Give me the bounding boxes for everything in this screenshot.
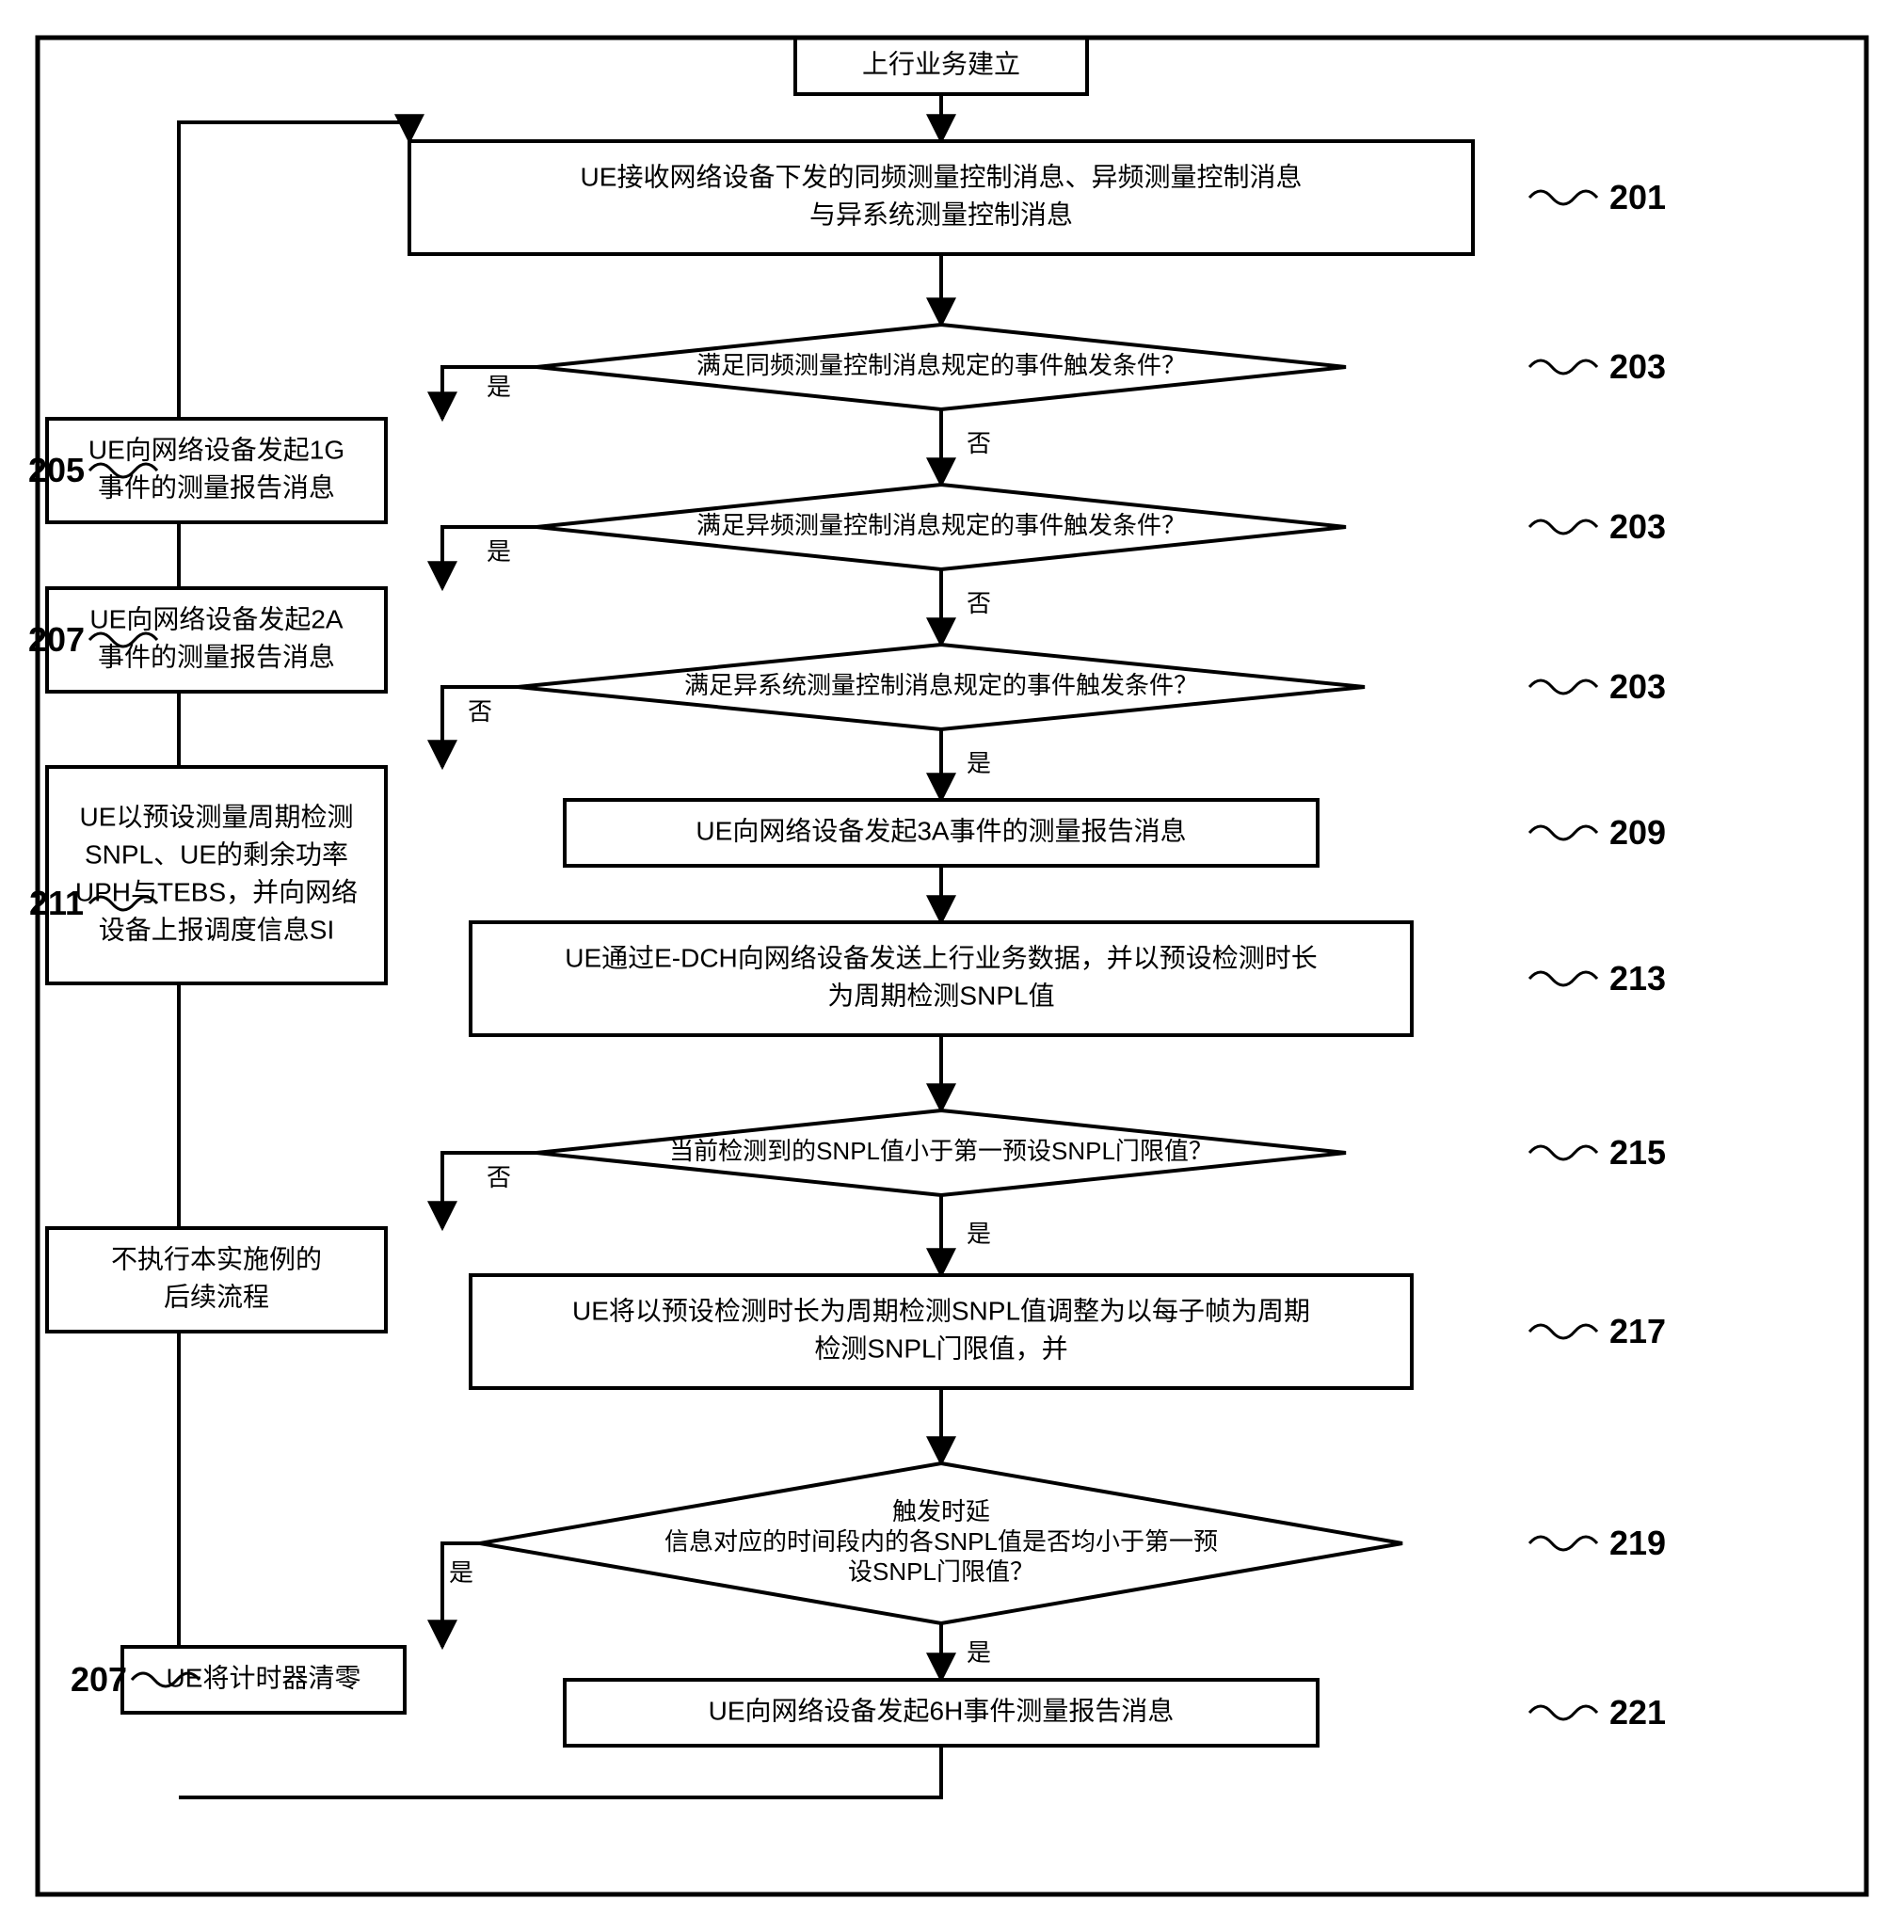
node-text: 与异系统测量控制消息 bbox=[809, 200, 1073, 229]
node-text: 触发时延 bbox=[892, 1497, 990, 1525]
ref-219: 219 bbox=[1529, 1524, 1666, 1562]
svg-text:213: 213 bbox=[1609, 959, 1666, 998]
node-start: 上行业务建立 bbox=[795, 38, 1087, 94]
ref-201: 201 bbox=[1529, 178, 1666, 216]
node-text: 事件的测量报告消息 bbox=[98, 642, 335, 671]
edge-label: 否 bbox=[967, 589, 991, 617]
node-text: UE向网络设备发起3A事件的测量报告消息 bbox=[696, 816, 1186, 845]
edge-label: 否 bbox=[468, 697, 492, 726]
ref-213: 213 bbox=[1529, 959, 1666, 998]
node-text: 事件的测量报告消息 bbox=[98, 472, 335, 502]
node-text: UE通过E-DCH向网络设备发送上行业务数据，并以预设检测时长 bbox=[565, 943, 1318, 972]
node-text: 设SNPL门限值？ bbox=[848, 1557, 1034, 1586]
node-n209: UE向网络设备发起3A事件的测量报告消息 bbox=[565, 800, 1318, 866]
node-d219: 触发时延信息对应的时间段内的各SNPL值是否均小于第一预设SNPL门限值？ bbox=[480, 1463, 1402, 1623]
node-n211: UE以预设测量周期检测 SNPL、UE的剩余功率 UPH与TEBS，并向网络设备上报… bbox=[47, 767, 386, 983]
node-text: UE向网络设备发起6H事件测量报告消息 bbox=[709, 1696, 1175, 1725]
node-text: 信息对应的时间段内的各SNPL值是否均小于第一预 bbox=[664, 1527, 1218, 1556]
node-text: 上行业务建立 bbox=[862, 49, 1020, 78]
edge-label: 是 bbox=[967, 1220, 991, 1248]
node-d215: 当前检测到的SNPL值小于第一预设SNPL门限值？ bbox=[536, 1110, 1346, 1195]
ref-215: 215 bbox=[1529, 1133, 1666, 1172]
ref-221: 221 bbox=[1529, 1693, 1666, 1732]
node-n205: UE向网络设备发起1G 事件的测量报告消息 bbox=[47, 419, 386, 522]
svg-text:221: 221 bbox=[1609, 1693, 1666, 1732]
node-n213: UE通过E-DCH向网络设备发送上行业务数据，并以预设检测时长为周期检测SNPL… bbox=[471, 922, 1412, 1035]
edge-label: 是 bbox=[487, 537, 511, 566]
node-text: UE将以预设检测时长为周期检测SNPL值调整为以每子帧为周期 bbox=[572, 1296, 1310, 1325]
node-text: UE将计时器清零 bbox=[167, 1663, 361, 1692]
node-text: 满足异频测量控制消息规定的事件触发条件？ bbox=[696, 511, 1186, 539]
svg-text:207: 207 bbox=[71, 1660, 127, 1699]
ref-203: 203 bbox=[1529, 507, 1666, 546]
node-nTimer: UE将计时器清零 bbox=[122, 1647, 405, 1713]
svg-text:219: 219 bbox=[1609, 1524, 1666, 1562]
svg-text:203: 203 bbox=[1609, 347, 1666, 386]
node-text: 设备上报调度信息SI bbox=[99, 915, 334, 944]
ref-217: 217 bbox=[1529, 1312, 1666, 1350]
node-n221: UE向网络设备发起6H事件测量报告消息 bbox=[565, 1680, 1318, 1746]
nodes: 上行业务建立 UE接收网络设备下发的同频测量控制消息、异频测量控制消息与异系统测量… bbox=[47, 38, 1473, 1746]
svg-text:203: 203 bbox=[1609, 507, 1666, 546]
node-text: 为周期检测SNPL值 bbox=[827, 981, 1054, 1010]
edge-label: 否 bbox=[967, 429, 991, 457]
node-text: UE向网络设备发起2A bbox=[89, 604, 343, 633]
node-text: 当前检测到的SNPL值小于第一预设SNPL门限值？ bbox=[669, 1137, 1213, 1165]
node-text: SNPL、UE的剩余功率 bbox=[85, 839, 348, 869]
node-text: UE以预设测量周期检测 bbox=[80, 802, 354, 831]
node-text: 检测SNPL门限值，并 bbox=[814, 1333, 1067, 1363]
node-text: 满足同频测量控制消息规定的事件触发条件？ bbox=[696, 351, 1186, 379]
node-text: UE接收网络设备下发的同频测量控制消息、异频测量控制消息 bbox=[581, 162, 1303, 191]
node-n217: UE将以预设检测时长为周期检测SNPL值调整为以每子帧为周期检测SNPL门限值，… bbox=[471, 1275, 1412, 1388]
node-text: 不执行本实施例的 bbox=[111, 1244, 322, 1273]
svg-text:201: 201 bbox=[1609, 178, 1666, 216]
svg-text:217: 217 bbox=[1609, 1312, 1666, 1350]
node-text: 满足异系统测量控制消息规定的事件触发条件？ bbox=[684, 671, 1198, 699]
node-n207: UE向网络设备发起2A 事件的测量报告消息 bbox=[47, 588, 386, 692]
node-d203a: 满足同频测量控制消息规定的事件触发条件？ bbox=[536, 325, 1346, 409]
svg-text:203: 203 bbox=[1609, 667, 1666, 706]
ref-203: 203 bbox=[1529, 667, 1666, 706]
svg-text:215: 215 bbox=[1609, 1133, 1666, 1172]
node-text: UE向网络设备发起1G bbox=[88, 435, 344, 464]
ref-203: 203 bbox=[1529, 347, 1666, 386]
ref-209: 209 bbox=[1529, 813, 1666, 852]
edge-label: 是 bbox=[449, 1558, 473, 1587]
edge-label: 是 bbox=[967, 749, 991, 777]
edge-label: 否 bbox=[487, 1163, 511, 1191]
node-nNoExec: 不执行本实施例的后续流程 bbox=[47, 1228, 386, 1332]
node-n201: UE接收网络设备下发的同频测量控制消息、异频测量控制消息与异系统测量控制消息 bbox=[409, 141, 1473, 254]
svg-text:209: 209 bbox=[1609, 813, 1666, 852]
node-text: 后续流程 bbox=[164, 1282, 269, 1311]
node-text: UPH与TEBS，并向网络 bbox=[75, 877, 358, 906]
edge-label: 是 bbox=[487, 373, 511, 401]
node-d203b: 满足异频测量控制消息规定的事件触发条件？ bbox=[536, 485, 1346, 569]
edge bbox=[179, 1746, 941, 1797]
edge-label: 是 bbox=[967, 1638, 991, 1667]
node-d203c: 满足异系统测量控制消息规定的事件触发条件？ bbox=[518, 645, 1365, 729]
